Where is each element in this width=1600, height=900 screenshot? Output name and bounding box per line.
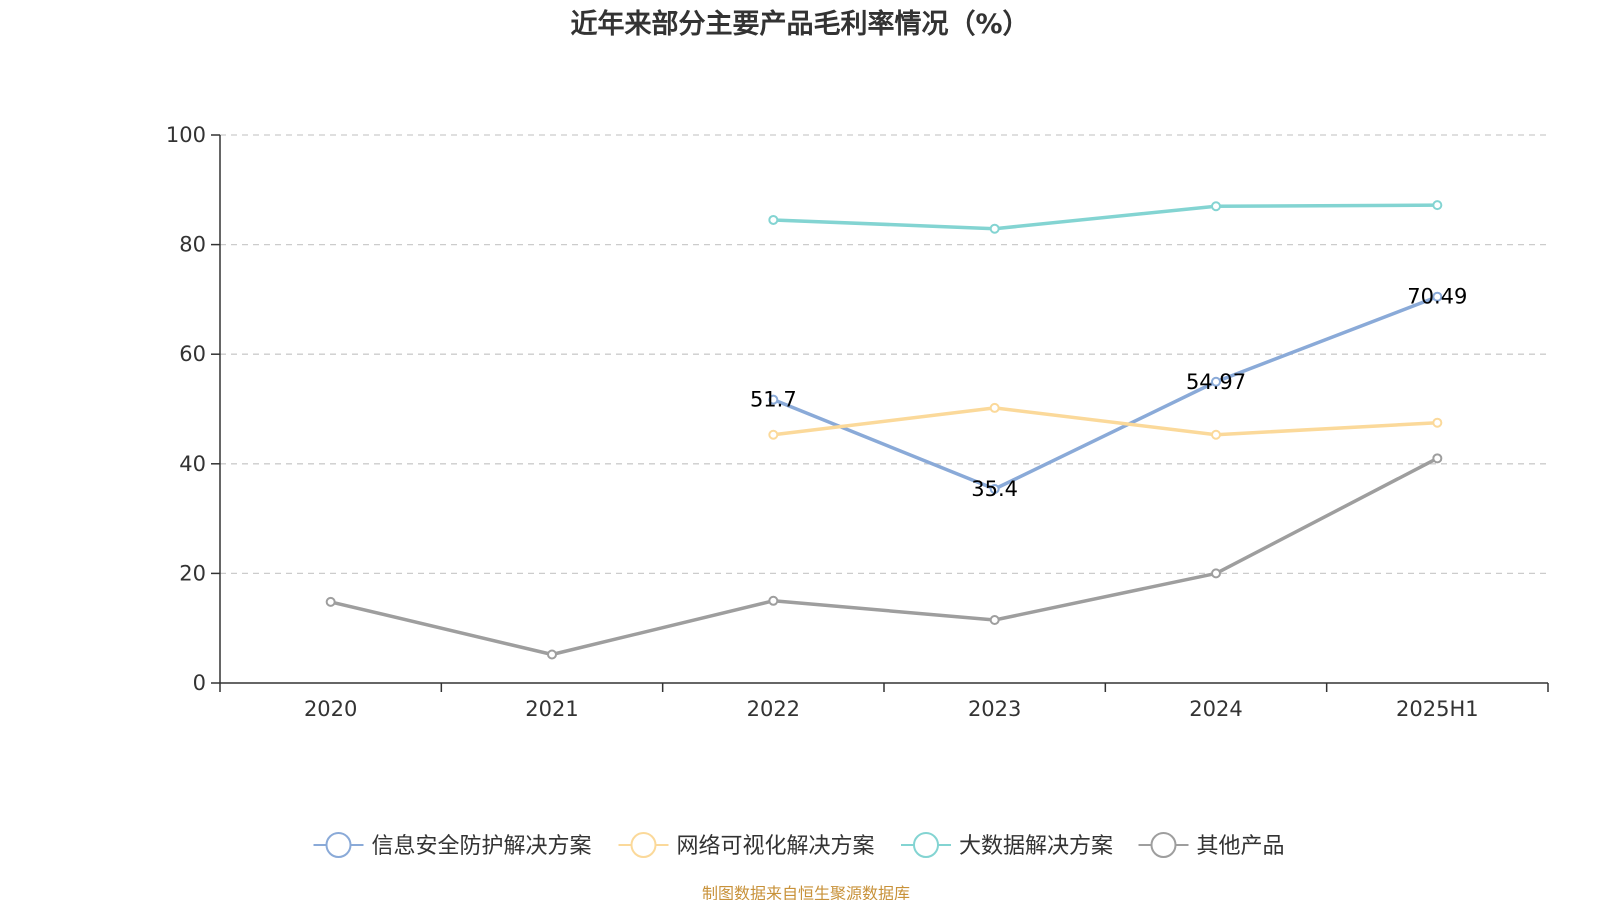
data-point: [1432, 200, 1443, 211]
data-label: 54.97: [1186, 370, 1246, 394]
data-point: [768, 394, 779, 405]
data-point: [989, 484, 1000, 495]
series-line-1: [771, 406, 1440, 437]
y-tick-label: 0: [193, 671, 206, 695]
series-line-3: [328, 456, 1440, 657]
series-group: [325, 200, 1443, 660]
data-point: [1211, 201, 1221, 212]
y-tick-label: 100: [166, 123, 206, 147]
legend-label: 大数据解决方案: [959, 834, 1113, 859]
data-point: [547, 649, 557, 660]
legend-item: 大数据解决方案: [901, 832, 1113, 859]
x-tick-label: 2023: [968, 697, 1021, 721]
data-point: [1211, 568, 1221, 579]
axes: 0 20 40 60 80 100 2020 2021 2022 2023 2024 2025H1: [166, 123, 1549, 721]
legend: 信息安全防护解决方案 网络可视化解决方案 大数据解决方案 其他产品: [313, 832, 1285, 859]
data-point: [1211, 429, 1221, 440]
x-tick-label: 2025H1: [1396, 697, 1479, 721]
data-point: [989, 614, 1000, 625]
y-tick-label: 60: [179, 342, 206, 366]
legend-item: 信息安全防护解决方案: [313, 832, 592, 859]
x-tick-label: 2022: [747, 697, 800, 721]
legend-marker: [1150, 832, 1177, 858]
x-tick-label: 2021: [525, 697, 578, 721]
legend-item: 其他产品: [1138, 832, 1285, 859]
data-point: [1432, 417, 1443, 428]
data-point: [1432, 453, 1443, 464]
data-point: [325, 596, 336, 607]
y-tick-label: 20: [179, 561, 206, 585]
x-tick-label: 2024: [1189, 697, 1242, 721]
series-line-2: [771, 203, 1440, 231]
data-label: 70.49: [1407, 285, 1467, 309]
grid: [220, 134, 1548, 575]
data-point: [989, 223, 1000, 234]
data-label: 51.7: [750, 388, 797, 412]
y-tick-label: 40: [179, 452, 206, 476]
legend-label: 网络可视化解决方案: [677, 834, 875, 859]
series-line-0: [771, 294, 1440, 491]
y-tick-label: 80: [179, 233, 206, 257]
legend-item: 网络可视化解决方案: [618, 832, 875, 859]
legend-marker: [630, 832, 657, 858]
x-tick-label: 2020: [304, 697, 357, 721]
legend-label: 其他产品: [1197, 834, 1285, 859]
legend-marker: [913, 832, 939, 858]
data-point: [1211, 376, 1221, 387]
data-labels: 51.7 35.4 54.97 70.49: [750, 285, 1467, 501]
legend-marker: [325, 832, 352, 858]
legend-label: 信息安全防护解决方案: [372, 834, 592, 859]
data-point: [768, 595, 779, 606]
data-point: [989, 402, 1000, 413]
source-note: 制图数据来自恒生聚源数据库: [702, 884, 910, 900]
chart-title: 近年来部分主要产品毛利率情况（%）: [570, 8, 1029, 40]
data-point: [1432, 291, 1443, 302]
data-label: 35.4: [971, 477, 1018, 501]
data-point: [768, 214, 779, 225]
data-point: [768, 429, 779, 440]
